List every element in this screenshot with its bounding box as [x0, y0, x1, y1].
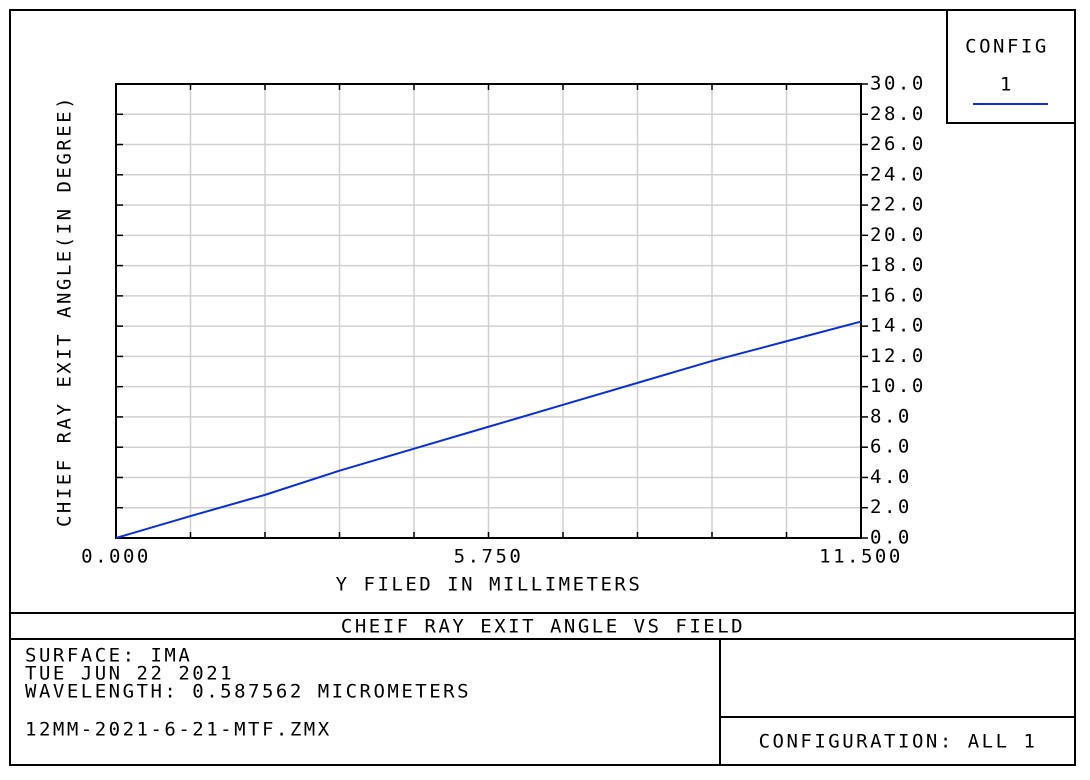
- y-tick-label: 18.0: [870, 254, 926, 276]
- data-line: [115, 320, 862, 539]
- x-axis-label: Y FILED IN MILLIMETERS: [336, 574, 643, 596]
- file-name: 12MM-2021-6-21-MTF.ZMX: [25, 719, 332, 741]
- y-tick-label: 22.0: [870, 194, 926, 216]
- legend-label: 1: [1000, 74, 1014, 96]
- y-tick-label: 14.0: [870, 315, 926, 337]
- configuration: CONFIGURATION: ALL 1: [759, 731, 1038, 753]
- x-tick-label: 0.000: [81, 546, 151, 568]
- info-line: TUE JUN 22 2021: [25, 663, 234, 685]
- x-tick-label: 11.500: [819, 546, 903, 568]
- y-tick-label: 12.0: [870, 345, 926, 367]
- y-axis-label: CHIEF RAY EXIT ANGLE(IN DEGREE): [54, 95, 76, 527]
- y-tick-label: 0.0: [870, 527, 912, 549]
- y-tick-label: 8.0: [870, 405, 912, 427]
- y-tick-label: 20.0: [870, 224, 926, 246]
- y-tick-label: 2.0: [870, 496, 912, 518]
- info-line: WAVELENGTH: 0.587562 MICROMETERS: [25, 681, 471, 703]
- y-tick-label: 24.0: [870, 163, 926, 185]
- plot-frame: [115, 83, 862, 539]
- y-tick-label: 30.0: [870, 73, 926, 95]
- y-tick-label: 26.0: [870, 133, 926, 155]
- y-tick-label: 16.0: [870, 284, 926, 306]
- x-tick-label: 5.750: [454, 546, 524, 568]
- y-tick-label: 4.0: [870, 466, 912, 488]
- info-line: SURFACE: IMA: [25, 645, 192, 667]
- y-tick-label: 28.0: [870, 103, 926, 125]
- y-tick-label: 6.0: [870, 436, 912, 458]
- y-tick-label: 10.0: [870, 375, 926, 397]
- legend-title: CONFIG: [965, 36, 1049, 58]
- chart-title: CHEIF RAY EXIT ANGLE VS FIELD: [341, 616, 745, 638]
- legend-box: [946, 9, 1076, 124]
- outer-border: [9, 9, 1076, 766]
